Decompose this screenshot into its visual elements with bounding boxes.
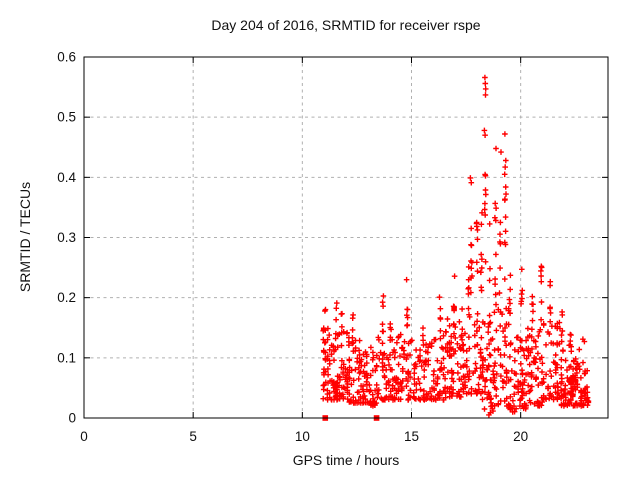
y-tick-label: 0.5	[57, 110, 76, 125]
x-tick-label: 5	[189, 429, 197, 444]
tick-labels: 0 5 10 15 20 0 0.1 0.2 0.3 0.4 0.5 0.6	[57, 50, 528, 445]
y-tick-label: 0.3	[57, 230, 76, 245]
y-tick-label: 0.2	[57, 290, 76, 305]
y-tick-label: 0.4	[57, 170, 76, 185]
x-tick-label: 20	[513, 429, 528, 444]
scatter-plus-markers	[320, 74, 592, 418]
x-tick-label: 10	[295, 429, 310, 444]
x-tick-label: 15	[404, 429, 419, 444]
x-axis-title: GPS time / hours	[292, 452, 400, 468]
plot-border	[83, 56, 609, 419]
scatter-series-points	[320, 74, 592, 421]
grid-lines	[84, 57, 608, 418]
x-tick-label: 0	[80, 429, 88, 444]
y-tick-label: 0	[68, 411, 76, 426]
chart-title: Day 204 of 2016, SRMTID for receiver rsp…	[211, 17, 481, 33]
y-tick-label: 0.6	[57, 50, 76, 65]
y-tick-label: 0.1	[57, 350, 76, 365]
